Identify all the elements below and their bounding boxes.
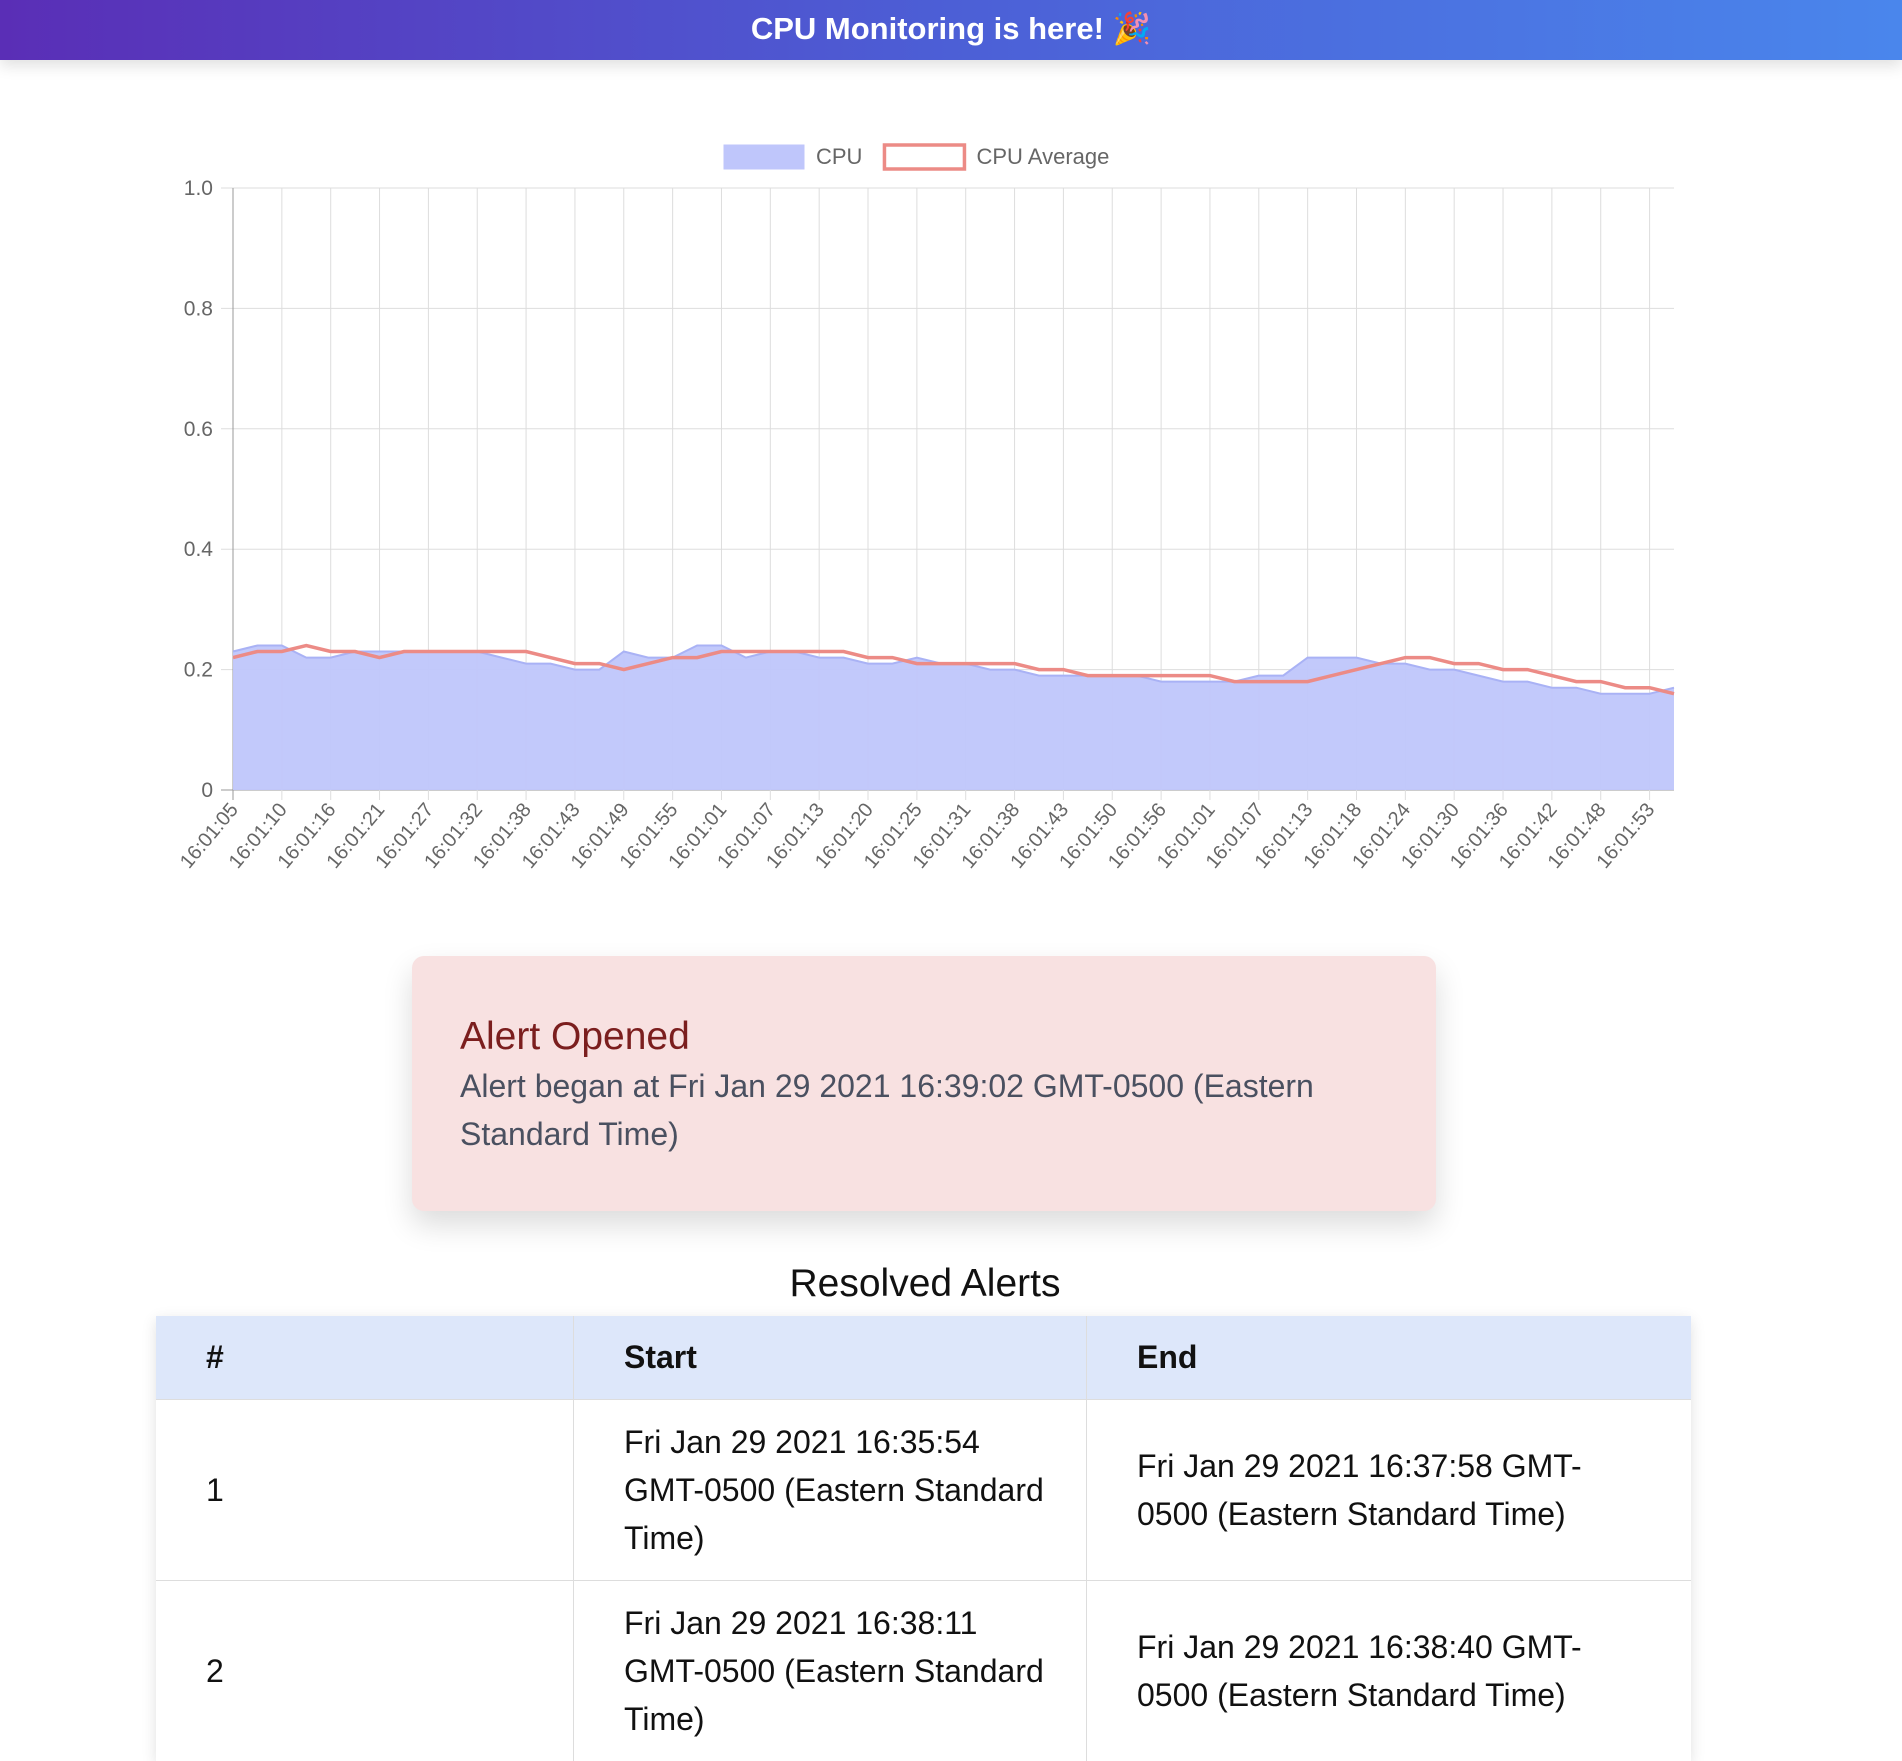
table-cell: Fri Jan 29 2021 16:38:11 GMT-0500 (Easte…	[574, 1581, 1087, 1761]
alert-title: Alert Opened	[460, 1014, 1388, 1060]
banner: CPU Monitoring is here! 🎉	[0, 0, 1902, 60]
table-cell: Fri Jan 29 2021 16:38:40 GMT-0500 (Easte…	[1087, 1581, 1692, 1761]
header-cell: Start	[574, 1316, 1087, 1400]
y-tick-label: 0.2	[184, 659, 213, 682]
table-cell: Fri Jan 29 2021 16:35:54 GMT-0500 (Easte…	[574, 1400, 1087, 1581]
legend-label: CPU Average	[976, 144, 1109, 169]
table-cell: 1	[156, 1400, 574, 1581]
alert-message: Alert began at Fri Jan 29 2021 16:39:02 …	[460, 1062, 1388, 1158]
page: CPU Monitoring is here! 🎉 0 0.2 0.4 0.6 0.8 1…	[0, 0, 1902, 1684]
legend-swatch	[884, 145, 964, 169]
table-cell: Fri Jan 29 2021 16:37:58 GMT-0500 (Easte…	[1087, 1400, 1692, 1581]
table-cell: 2	[156, 1581, 574, 1761]
header-cell: #	[156, 1316, 574, 1400]
y-tick-label: 1.0	[184, 177, 213, 200]
header-row: # Start End	[156, 1316, 1691, 1400]
chart: 00.20.40.60.81.016:01:0516:01:1016:01:16…	[0, 100, 1902, 900]
header-cell: End	[1087, 1316, 1692, 1400]
legend-label: CPU	[816, 144, 862, 169]
alert-box: Alert Opened Alert began at Fri Jan 29 2…	[412, 956, 1436, 1211]
area-fill	[233, 646, 1674, 791]
legend-swatch	[724, 145, 804, 169]
y-tick-label: 0.4	[184, 538, 214, 561]
y-tick-label: 0.6	[184, 418, 213, 441]
y-tick-label: 0	[201, 779, 213, 802]
table-title: Resolved Alerts	[0, 1262, 1850, 1306]
y-tick-label: 0.8	[184, 297, 213, 320]
